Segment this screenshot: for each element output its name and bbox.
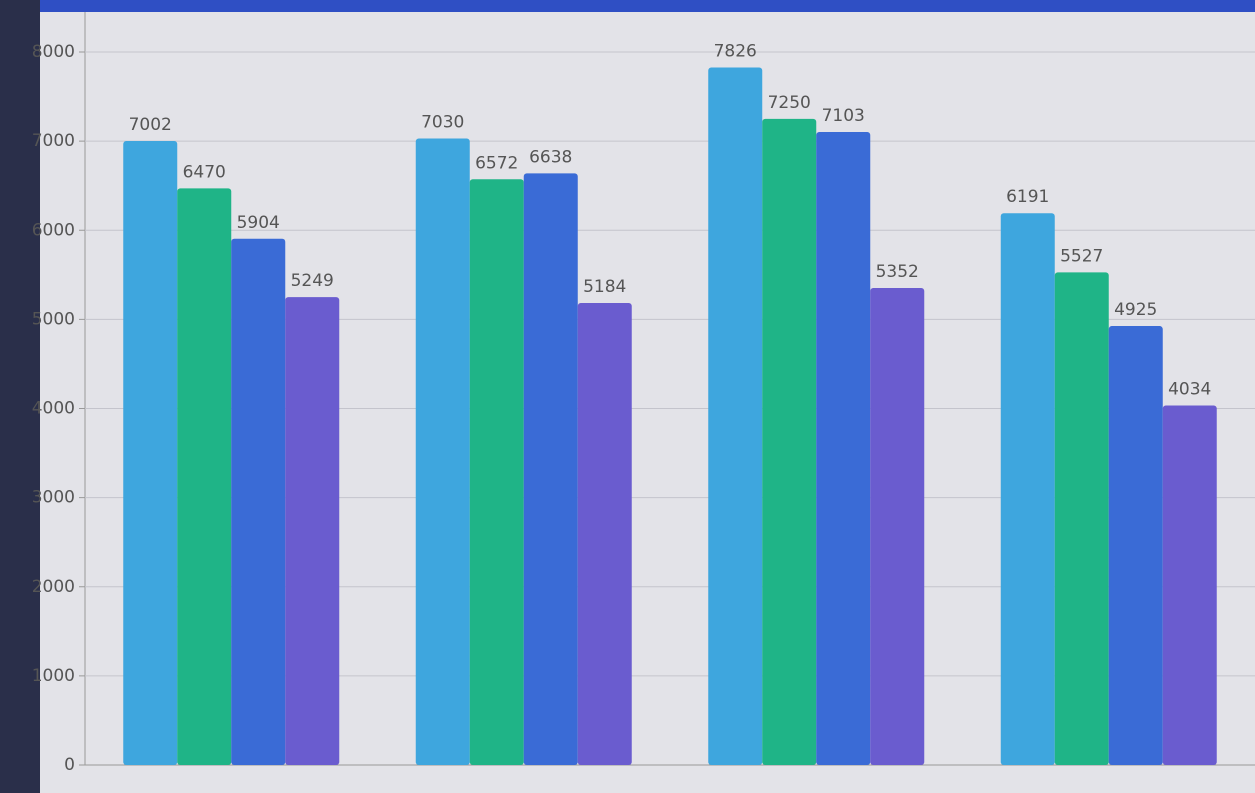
value-label: 5184 [583, 277, 626, 297]
value-label: 4034 [1168, 379, 1211, 399]
bar [762, 118, 817, 765]
bar [285, 297, 340, 765]
value-label: 7030 [421, 112, 464, 132]
bar [1000, 213, 1055, 766]
screen-bezel [0, 0, 40, 793]
bar [816, 131, 871, 765]
y-tick-label: 3000 [32, 488, 75, 508]
bar [870, 288, 925, 765]
bar [523, 173, 578, 765]
value-label: 6638 [529, 147, 572, 167]
y-tick-label: 0 [64, 755, 75, 775]
bar [415, 138, 470, 766]
bar [231, 238, 286, 765]
y-tick-label: 1000 [32, 666, 75, 686]
bar [177, 188, 232, 765]
y-tick-label: 7000 [32, 131, 75, 151]
y-tick-label: 4000 [32, 399, 75, 419]
y-tick-label: 2000 [32, 577, 75, 597]
value-label: 5904 [237, 213, 280, 233]
y-tick-label: 5000 [32, 309, 75, 329]
value-label: 5527 [1060, 246, 1103, 266]
bar [1162, 405, 1217, 765]
value-label: 7002 [129, 115, 172, 135]
value-label: 5249 [291, 271, 334, 291]
bar [123, 140, 178, 765]
screen-top-bar [0, 0, 1255, 12]
bar [577, 302, 632, 765]
bar [1054, 272, 1109, 765]
y-tick-label: 8000 [32, 42, 75, 62]
bar [1108, 326, 1163, 765]
value-label: 6572 [475, 153, 518, 173]
bar [708, 67, 763, 765]
value-label: 4925 [1114, 300, 1157, 320]
value-label: 7826 [714, 42, 757, 62]
value-label: 6191 [1006, 187, 1049, 207]
value-label: 7250 [768, 93, 811, 113]
value-label: 6470 [183, 162, 226, 182]
bar [469, 179, 524, 765]
value-label: 5352 [876, 262, 919, 282]
value-label: 7103 [822, 106, 865, 126]
y-tick-label: 6000 [32, 220, 75, 240]
